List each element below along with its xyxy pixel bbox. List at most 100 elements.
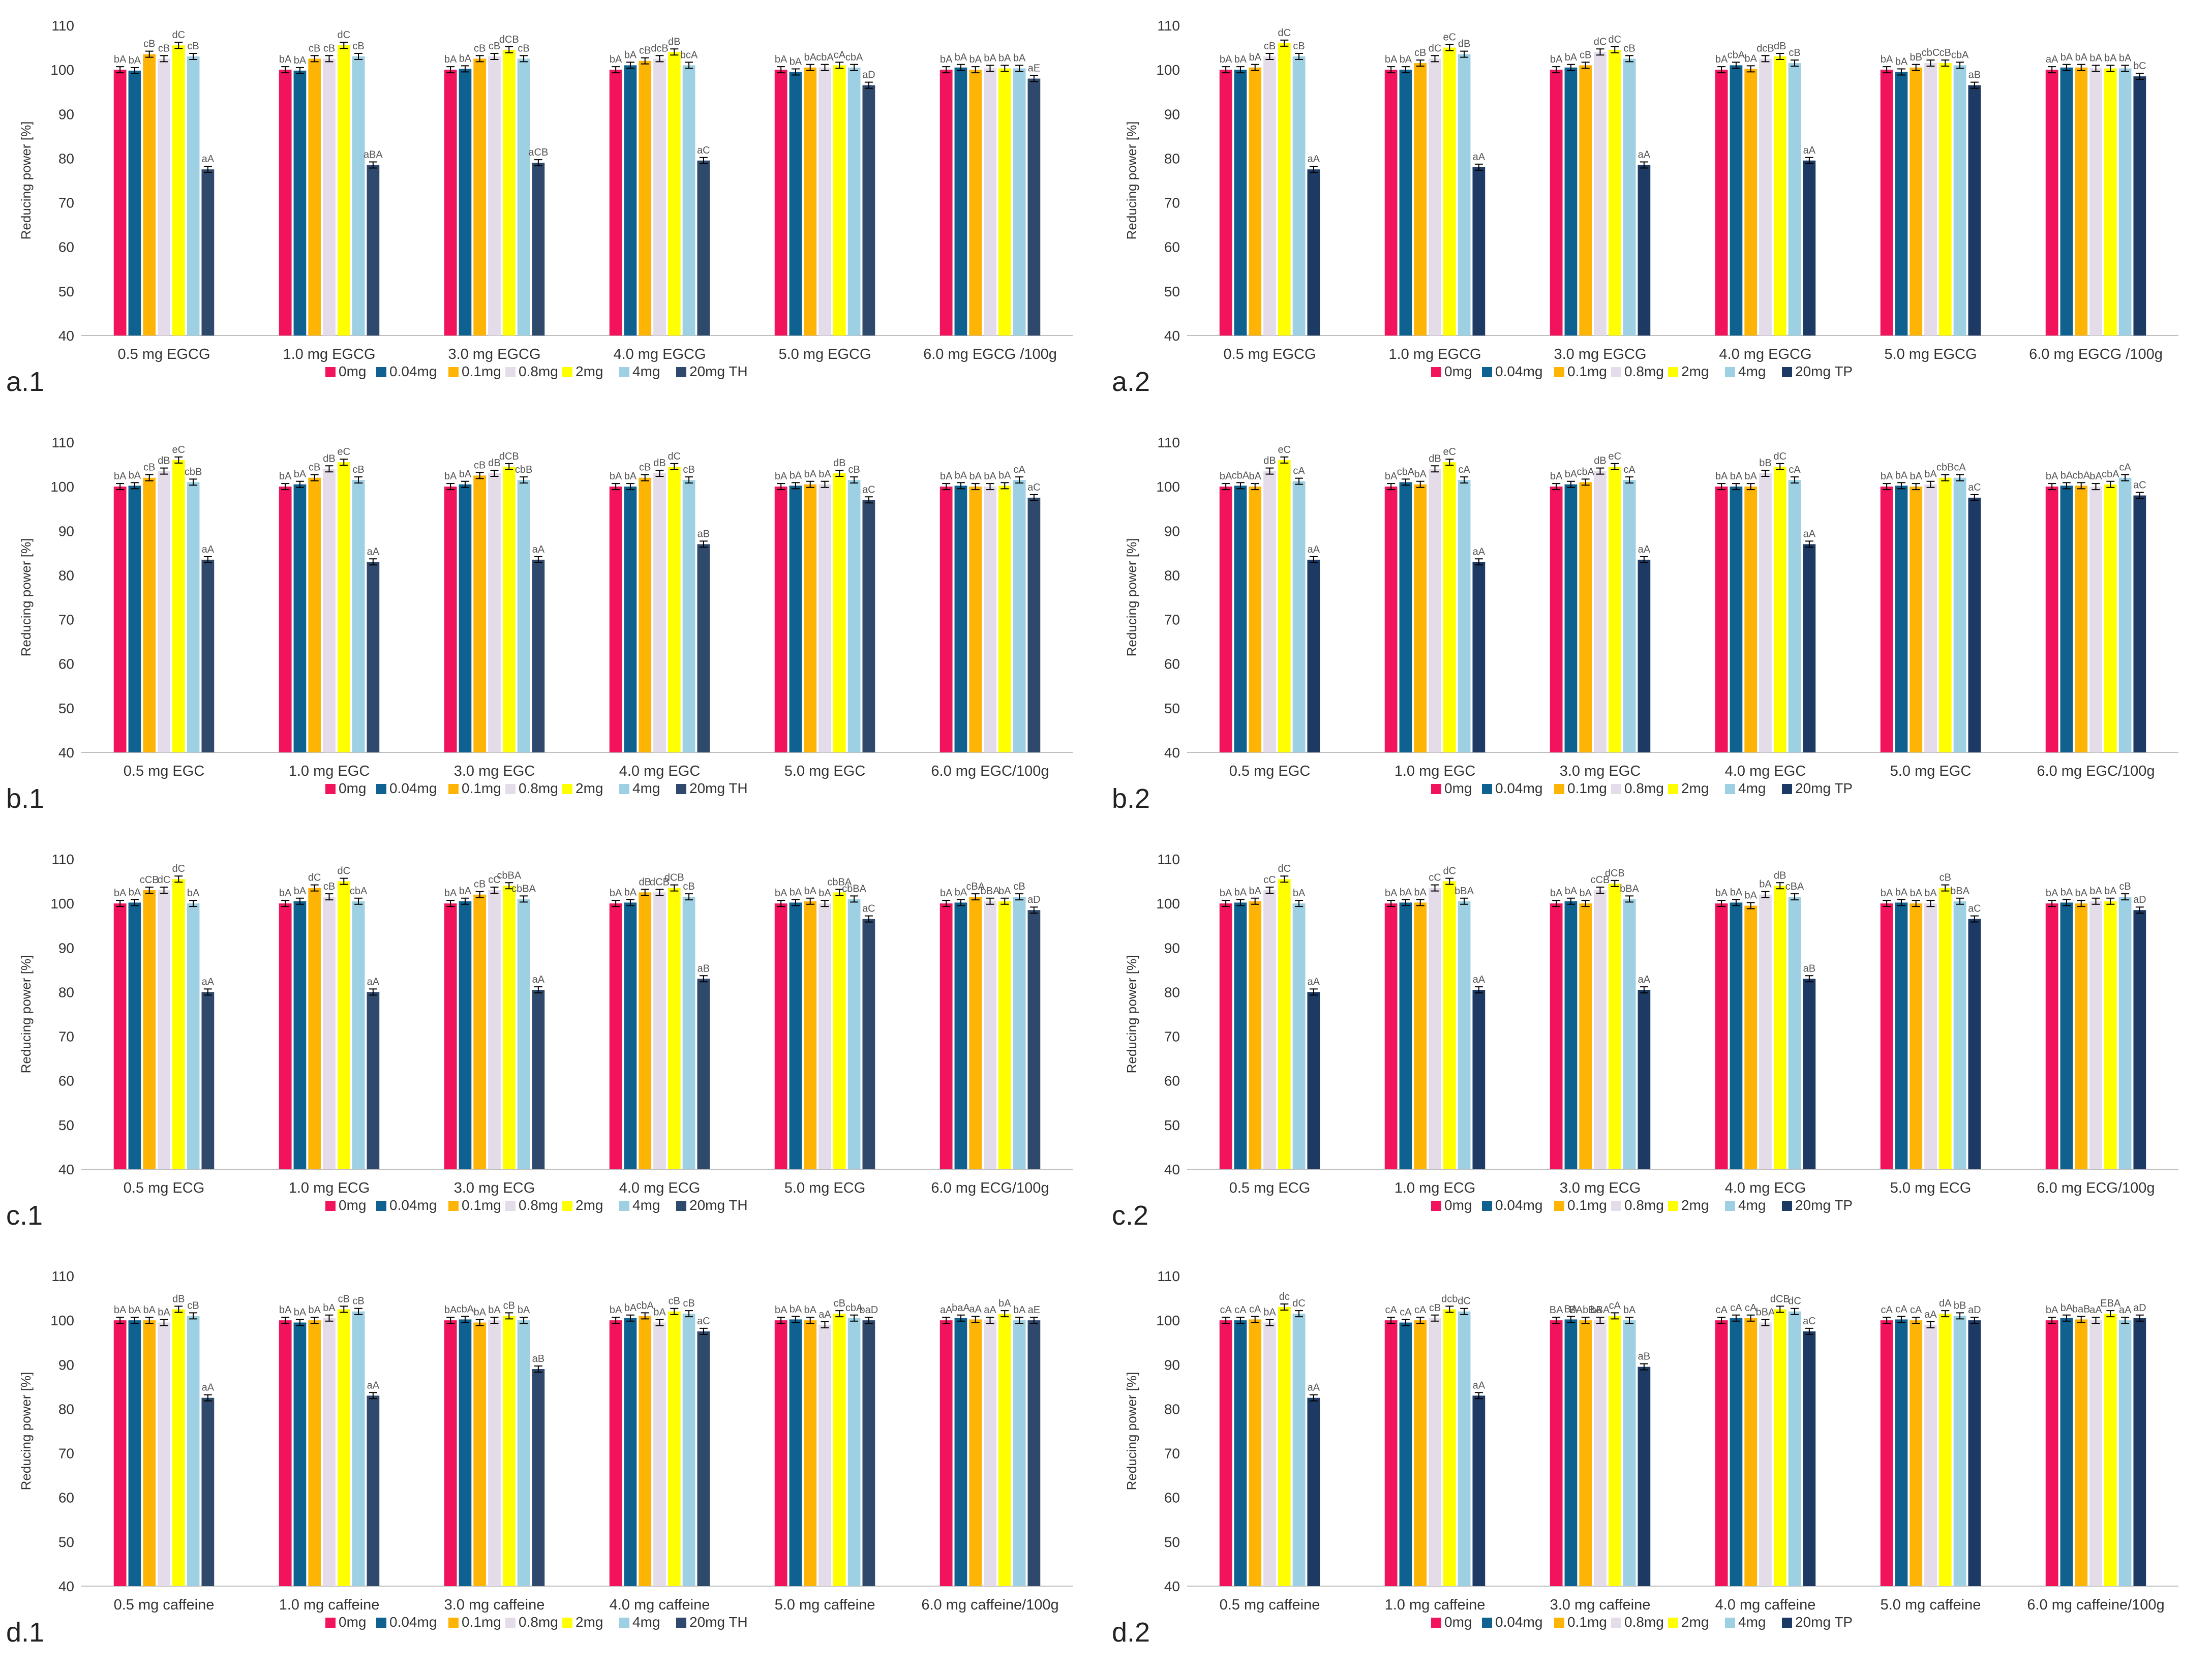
- bar-data-label: aA: [532, 974, 545, 985]
- bar-data-label: cCB: [140, 874, 159, 886]
- bar-data-label: dC: [172, 863, 185, 874]
- bar-data-label: bA: [279, 1304, 292, 1316]
- legend-label: 0.8mg: [519, 363, 558, 379]
- error-bar: [1552, 1317, 1561, 1324]
- bar: [459, 484, 472, 752]
- bar: [1278, 43, 1291, 336]
- legend-swatch: [619, 1201, 629, 1211]
- bar-data-label: bA: [323, 1302, 336, 1314]
- error-bar: [835, 62, 844, 69]
- bar-data-label: eC: [337, 446, 350, 458]
- error-bar: [971, 1316, 980, 1323]
- bar-data-label: aA: [1308, 1382, 1320, 1393]
- bar-data-label: bA: [1220, 471, 1232, 482]
- legend-swatch: [1482, 784, 1492, 794]
- error-bar: [1222, 1317, 1230, 1324]
- bar-data-label: bA: [1220, 888, 1232, 899]
- bar-data-label: cbA: [2072, 470, 2090, 481]
- error-bar: [1387, 900, 1396, 907]
- bar: [1910, 487, 1923, 752]
- x-tick-label: 0.5 mg caffeine: [1220, 1597, 1320, 1613]
- error-bar: [281, 66, 290, 74]
- y-tick-label: 90: [58, 106, 74, 122]
- bar-data-label: aB: [698, 528, 710, 539]
- legend-swatch: [325, 367, 336, 377]
- bar: [187, 1316, 200, 1586]
- error-bar: [1596, 887, 1604, 894]
- legend-swatch: [562, 1201, 572, 1211]
- x-tick-label: 4.0 mg EGCG: [613, 346, 706, 362]
- y-tick-label: 40: [58, 1578, 74, 1594]
- error-bar: [1474, 986, 1483, 994]
- error-bar: [1222, 900, 1230, 907]
- bar: [833, 1314, 846, 1586]
- error-bar: [1926, 480, 1935, 488]
- bar-data-label: bA: [2061, 470, 2073, 481]
- legend-label: 0.1mg: [462, 780, 501, 796]
- legend-swatch: [1668, 784, 1678, 794]
- bar: [1292, 56, 1306, 336]
- bar: [668, 466, 681, 752]
- bar: [1788, 1311, 1801, 1586]
- bar-data-label: cB: [683, 881, 694, 892]
- bar: [1623, 899, 1636, 1169]
- bar: [1608, 883, 1621, 1169]
- y-tick-label: 90: [58, 1357, 74, 1373]
- error-bar: [699, 975, 708, 983]
- error-bar: [1309, 1394, 1318, 1402]
- bar-data-label: bB: [1910, 52, 1922, 63]
- error-bar: [534, 556, 542, 563]
- legend-label: 4mg: [1738, 1197, 1766, 1213]
- bar-data-label: dC: [337, 29, 350, 41]
- bar: [624, 902, 637, 1169]
- error-bar: [2048, 66, 2056, 74]
- error-bar: [145, 474, 154, 481]
- y-tick-label: 70: [1164, 1446, 1180, 1462]
- bar-data-label: bA: [998, 53, 1011, 64]
- error-bar: [325, 465, 334, 473]
- error-bar: [295, 897, 304, 905]
- error-bar: [116, 1317, 125, 1324]
- bar-data-label: bA: [1924, 469, 1937, 480]
- bar-data-label: dC: [337, 866, 350, 877]
- error-bar: [1236, 1317, 1245, 1324]
- bar-data-label: cB: [1429, 1302, 1441, 1314]
- error-bar: [835, 1310, 844, 1318]
- bar-data-label: cB: [187, 41, 199, 52]
- bar: [1968, 85, 1981, 336]
- bar: [819, 903, 831, 1169]
- bar-data-label: aA: [2046, 54, 2058, 65]
- bar: [969, 70, 982, 336]
- error-bar: [475, 472, 484, 479]
- x-tick-label: 5.0 mg caffeine: [775, 1597, 875, 1613]
- bar: [1773, 56, 1786, 336]
- bar: [1443, 47, 1456, 336]
- bar-data-label: dC: [1788, 1296, 1801, 1307]
- bar-data-label: aA: [202, 1382, 215, 1393]
- bar: [1730, 902, 1743, 1169]
- error-bar: [670, 884, 679, 892]
- bar: [1924, 484, 1937, 752]
- bar-data-label: aC: [1968, 903, 1981, 915]
- bar: [337, 45, 350, 336]
- legend-label: 0.04mg: [389, 363, 437, 379]
- bar-data-label: cB: [352, 41, 364, 52]
- bar: [1249, 1319, 1262, 1586]
- x-tick-label: 3.0 mg EGCG: [448, 346, 540, 362]
- bar: [653, 473, 666, 752]
- bar-data-label: bBA: [1756, 1307, 1775, 1318]
- error-bar: [203, 1394, 212, 1402]
- error-bar: [626, 62, 634, 69]
- legend-swatch: [376, 1618, 386, 1628]
- legend-label: 4mg: [632, 1197, 660, 1213]
- bar: [1013, 68, 1026, 336]
- bar: [609, 487, 622, 752]
- bar-data-label: bA: [114, 471, 127, 482]
- bar: [1234, 902, 1247, 1169]
- bar: [969, 897, 982, 1169]
- bar-data-label: aA: [2119, 1304, 2132, 1316]
- bar: [532, 1369, 545, 1586]
- bar-data-label: aA: [1308, 544, 1320, 555]
- legend-swatch: [325, 1201, 336, 1211]
